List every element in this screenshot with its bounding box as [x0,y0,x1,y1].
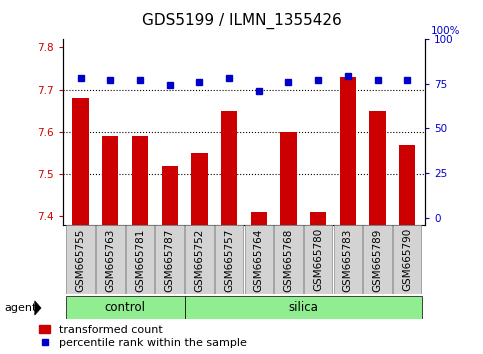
Text: GSM665768: GSM665768 [284,228,294,292]
Text: GSM665764: GSM665764 [254,228,264,292]
FancyBboxPatch shape [215,225,243,294]
FancyBboxPatch shape [334,225,362,294]
Bar [161,166,178,225]
Bar [191,153,208,225]
Bar [185,296,422,319]
Text: GSM665789: GSM665789 [372,228,383,292]
Text: GSM665757: GSM665757 [224,228,234,292]
Text: GDS5199 / ILMN_1355426: GDS5199 / ILMN_1355426 [142,12,341,29]
FancyBboxPatch shape [185,225,213,294]
Bar [66,296,185,319]
Text: control: control [105,301,146,314]
FancyBboxPatch shape [156,225,184,294]
Bar [310,212,327,225]
Text: GSM665790: GSM665790 [402,228,412,291]
Text: silica: silica [288,301,318,314]
FancyBboxPatch shape [96,225,125,294]
Bar [280,132,297,225]
FancyBboxPatch shape [363,225,392,294]
Text: GSM665755: GSM665755 [76,228,85,292]
Bar [340,77,356,225]
Text: GSM665783: GSM665783 [343,228,353,292]
Bar [251,212,267,225]
Text: GSM665781: GSM665781 [135,228,145,292]
FancyBboxPatch shape [66,225,95,294]
FancyBboxPatch shape [244,225,273,294]
FancyBboxPatch shape [126,225,154,294]
Text: 100%: 100% [431,26,460,36]
FancyBboxPatch shape [393,225,422,294]
Legend: transformed count, percentile rank within the sample: transformed count, percentile rank withi… [40,325,247,348]
Bar [221,111,237,225]
Text: GSM665752: GSM665752 [194,228,204,292]
FancyBboxPatch shape [304,225,332,294]
Bar [369,111,386,225]
Text: agent: agent [5,303,37,313]
Bar [132,136,148,225]
Bar [102,136,118,225]
Bar [399,144,415,225]
Text: GSM665787: GSM665787 [165,228,175,292]
Bar [72,98,89,225]
FancyBboxPatch shape [274,225,303,294]
Text: GSM665763: GSM665763 [105,228,115,292]
Text: GSM665780: GSM665780 [313,228,323,291]
